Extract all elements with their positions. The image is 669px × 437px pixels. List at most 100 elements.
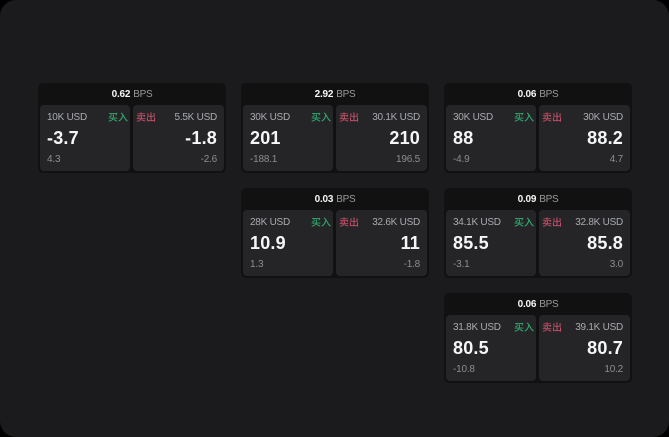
buy-label[interactable] — [514, 112, 534, 122]
quote-panels: 28K USD 10.9 1.3 32.6K USD 11 -1.8 — [243, 210, 427, 276]
quote-card: 0.06 BPS 30K USD 88 -4.9 30K USD 88.2 4.… — [444, 83, 632, 173]
bps-value: 0.06 — [517, 89, 537, 100]
quote-card: 2.92 BPS 30K USD 201 -188.1 30.1K USD 21… — [241, 83, 429, 173]
card-header: 2.92 BPS — [243, 85, 427, 105]
sell-amount: 5.5K USD — [174, 111, 218, 123]
bps-value: 0.06 — [517, 299, 537, 310]
sell-panel[interactable]: 32.6K USD 11 -1.8 — [335, 210, 427, 276]
sell-amount: 32.8K USD — [575, 216, 623, 228]
sell-delta: 10.2 — [604, 364, 623, 375]
buy-label[interactable] — [514, 217, 534, 227]
buy-label[interactable] — [311, 217, 331, 227]
buy-top-row: 30K USD — [250, 111, 331, 123]
sell-top-row: 32.8K USD — [542, 216, 623, 228]
bps-value: 0.03 — [314, 194, 334, 205]
sell-price: -1.8 — [185, 128, 217, 148]
sell-top-row: 32.6K USD — [339, 216, 420, 228]
sell-panel[interactable]: 5.5K USD -1.8 -2.6 — [132, 105, 224, 171]
bps-unit-label: BPS — [539, 89, 559, 100]
buy-price: 80.5 — [453, 338, 489, 358]
bps-unit-label: BPS — [133, 89, 153, 100]
buy-top-row: 10K USD — [47, 111, 128, 123]
sell-delta: -2.6 — [200, 154, 218, 165]
buy-amount: 28K USD — [250, 216, 290, 228]
buy-top-row: 30K USD — [453, 111, 534, 123]
sell-label[interactable] — [339, 217, 359, 227]
buy-amount: 30K USD — [250, 111, 290, 123]
buy-price: 85.5 — [453, 233, 489, 253]
sell-delta: -1.8 — [403, 259, 421, 270]
buy-price: 201 — [250, 128, 281, 148]
card-header: 0.06 BPS — [446, 85, 630, 105]
sell-amount: 39.1K USD — [575, 321, 623, 333]
quote-panels: 31.8K USD 80.5 -10.8 39.1K USD 80.7 10.2 — [446, 315, 630, 381]
buy-panel[interactable]: 30K USD 88 -4.9 — [446, 105, 536, 171]
sell-delta: 4.7 — [609, 154, 624, 165]
buy-price: 10.9 — [250, 233, 286, 253]
sell-label[interactable] — [542, 322, 562, 332]
buy-panel[interactable]: 34.1K USD 85.5 -3.1 — [446, 210, 536, 276]
sell-delta: 196.5 — [395, 154, 420, 165]
sell-top-row: 30.1K USD — [339, 111, 420, 123]
bps-value: 0.09 — [517, 194, 537, 205]
sell-amount: 32.6K USD — [372, 216, 420, 228]
bps-unit-label: BPS — [539, 194, 559, 205]
buy-delta: -188.1 — [250, 154, 278, 165]
card-header: 0.06 BPS — [446, 295, 630, 315]
sell-top-row: 30K USD — [542, 111, 623, 123]
quote-panels: 34.1K USD 85.5 -3.1 32.8K USD 85.8 3.0 — [446, 210, 630, 276]
buy-panel[interactable]: 10K USD -3.7 4.3 — [40, 105, 130, 171]
bps-value: 0.62 — [111, 89, 131, 100]
sell-price: 11 — [400, 233, 420, 253]
buy-label[interactable] — [514, 322, 534, 332]
sell-panel[interactable]: 30.1K USD 210 196.5 — [335, 105, 427, 171]
sell-panel[interactable]: 30K USD 88.2 4.7 — [538, 105, 630, 171]
buy-label[interactable] — [311, 112, 331, 122]
sell-amount: 30K USD — [583, 111, 623, 123]
bps-unit-label: BPS — [336, 194, 356, 205]
sell-price: 210 — [389, 128, 420, 148]
buy-amount: 34.1K USD — [453, 216, 501, 228]
bps-unit-label: BPS — [539, 299, 559, 310]
buy-top-row: 28K USD — [250, 216, 331, 228]
quote-card: 0.06 BPS 31.8K USD 80.5 -10.8 39.1K USD … — [444, 293, 632, 383]
buy-delta: 4.3 — [47, 154, 61, 165]
sell-label[interactable] — [542, 217, 562, 227]
buy-delta: -10.8 — [453, 364, 475, 375]
sell-top-row: 5.5K USD — [136, 111, 217, 123]
buy-amount: 10K USD — [47, 111, 87, 123]
buy-panel[interactable]: 28K USD 10.9 1.3 — [243, 210, 333, 276]
sell-panel[interactable]: 32.8K USD 85.8 3.0 — [538, 210, 630, 276]
sell-top-row: 39.1K USD — [542, 321, 623, 333]
sell-delta: 3.0 — [609, 259, 624, 270]
quote-panels: 30K USD 201 -188.1 30.1K USD 210 196.5 — [243, 105, 427, 171]
buy-price: 88 — [453, 128, 474, 148]
sell-label[interactable] — [339, 112, 359, 122]
sell-label[interactable] — [136, 112, 156, 122]
card-header: 0.03 BPS — [243, 190, 427, 210]
buy-amount: 31.8K USD — [453, 321, 501, 333]
sell-price: 85.8 — [587, 233, 623, 253]
quote-card: 0.09 BPS 34.1K USD 85.5 -3.1 32.8K USD 8… — [444, 188, 632, 278]
sell-price: 80.7 — [587, 338, 623, 358]
quote-panels: 10K USD -3.7 4.3 5.5K USD -1.8 -2.6 — [40, 105, 224, 171]
buy-panel[interactable]: 31.8K USD 80.5 -10.8 — [446, 315, 536, 381]
bps-unit-label: BPS — [336, 89, 356, 100]
buy-delta: -4.9 — [453, 154, 470, 165]
quotes-board: 0.62 BPS 10K USD -3.7 4.3 5.5K USD -1.8 … — [38, 83, 632, 383]
sell-panel[interactable]: 39.1K USD 80.7 10.2 — [538, 315, 630, 381]
card-header: 0.62 BPS — [40, 85, 224, 105]
buy-amount: 30K USD — [453, 111, 493, 123]
quote-panels: 30K USD 88 -4.9 30K USD 88.2 4.7 — [446, 105, 630, 171]
card-header: 0.09 BPS — [446, 190, 630, 210]
buy-panel[interactable]: 30K USD 201 -188.1 — [243, 105, 333, 171]
quote-card: 0.62 BPS 10K USD -3.7 4.3 5.5K USD -1.8 … — [38, 83, 226, 173]
sell-amount: 30.1K USD — [372, 111, 420, 123]
sell-label[interactable] — [542, 112, 562, 122]
buy-top-row: 31.8K USD — [453, 321, 534, 333]
buy-price: -3.7 — [47, 128, 79, 148]
buy-delta: -3.1 — [453, 259, 470, 270]
bps-value: 2.92 — [314, 89, 334, 100]
buy-label[interactable] — [108, 112, 128, 122]
